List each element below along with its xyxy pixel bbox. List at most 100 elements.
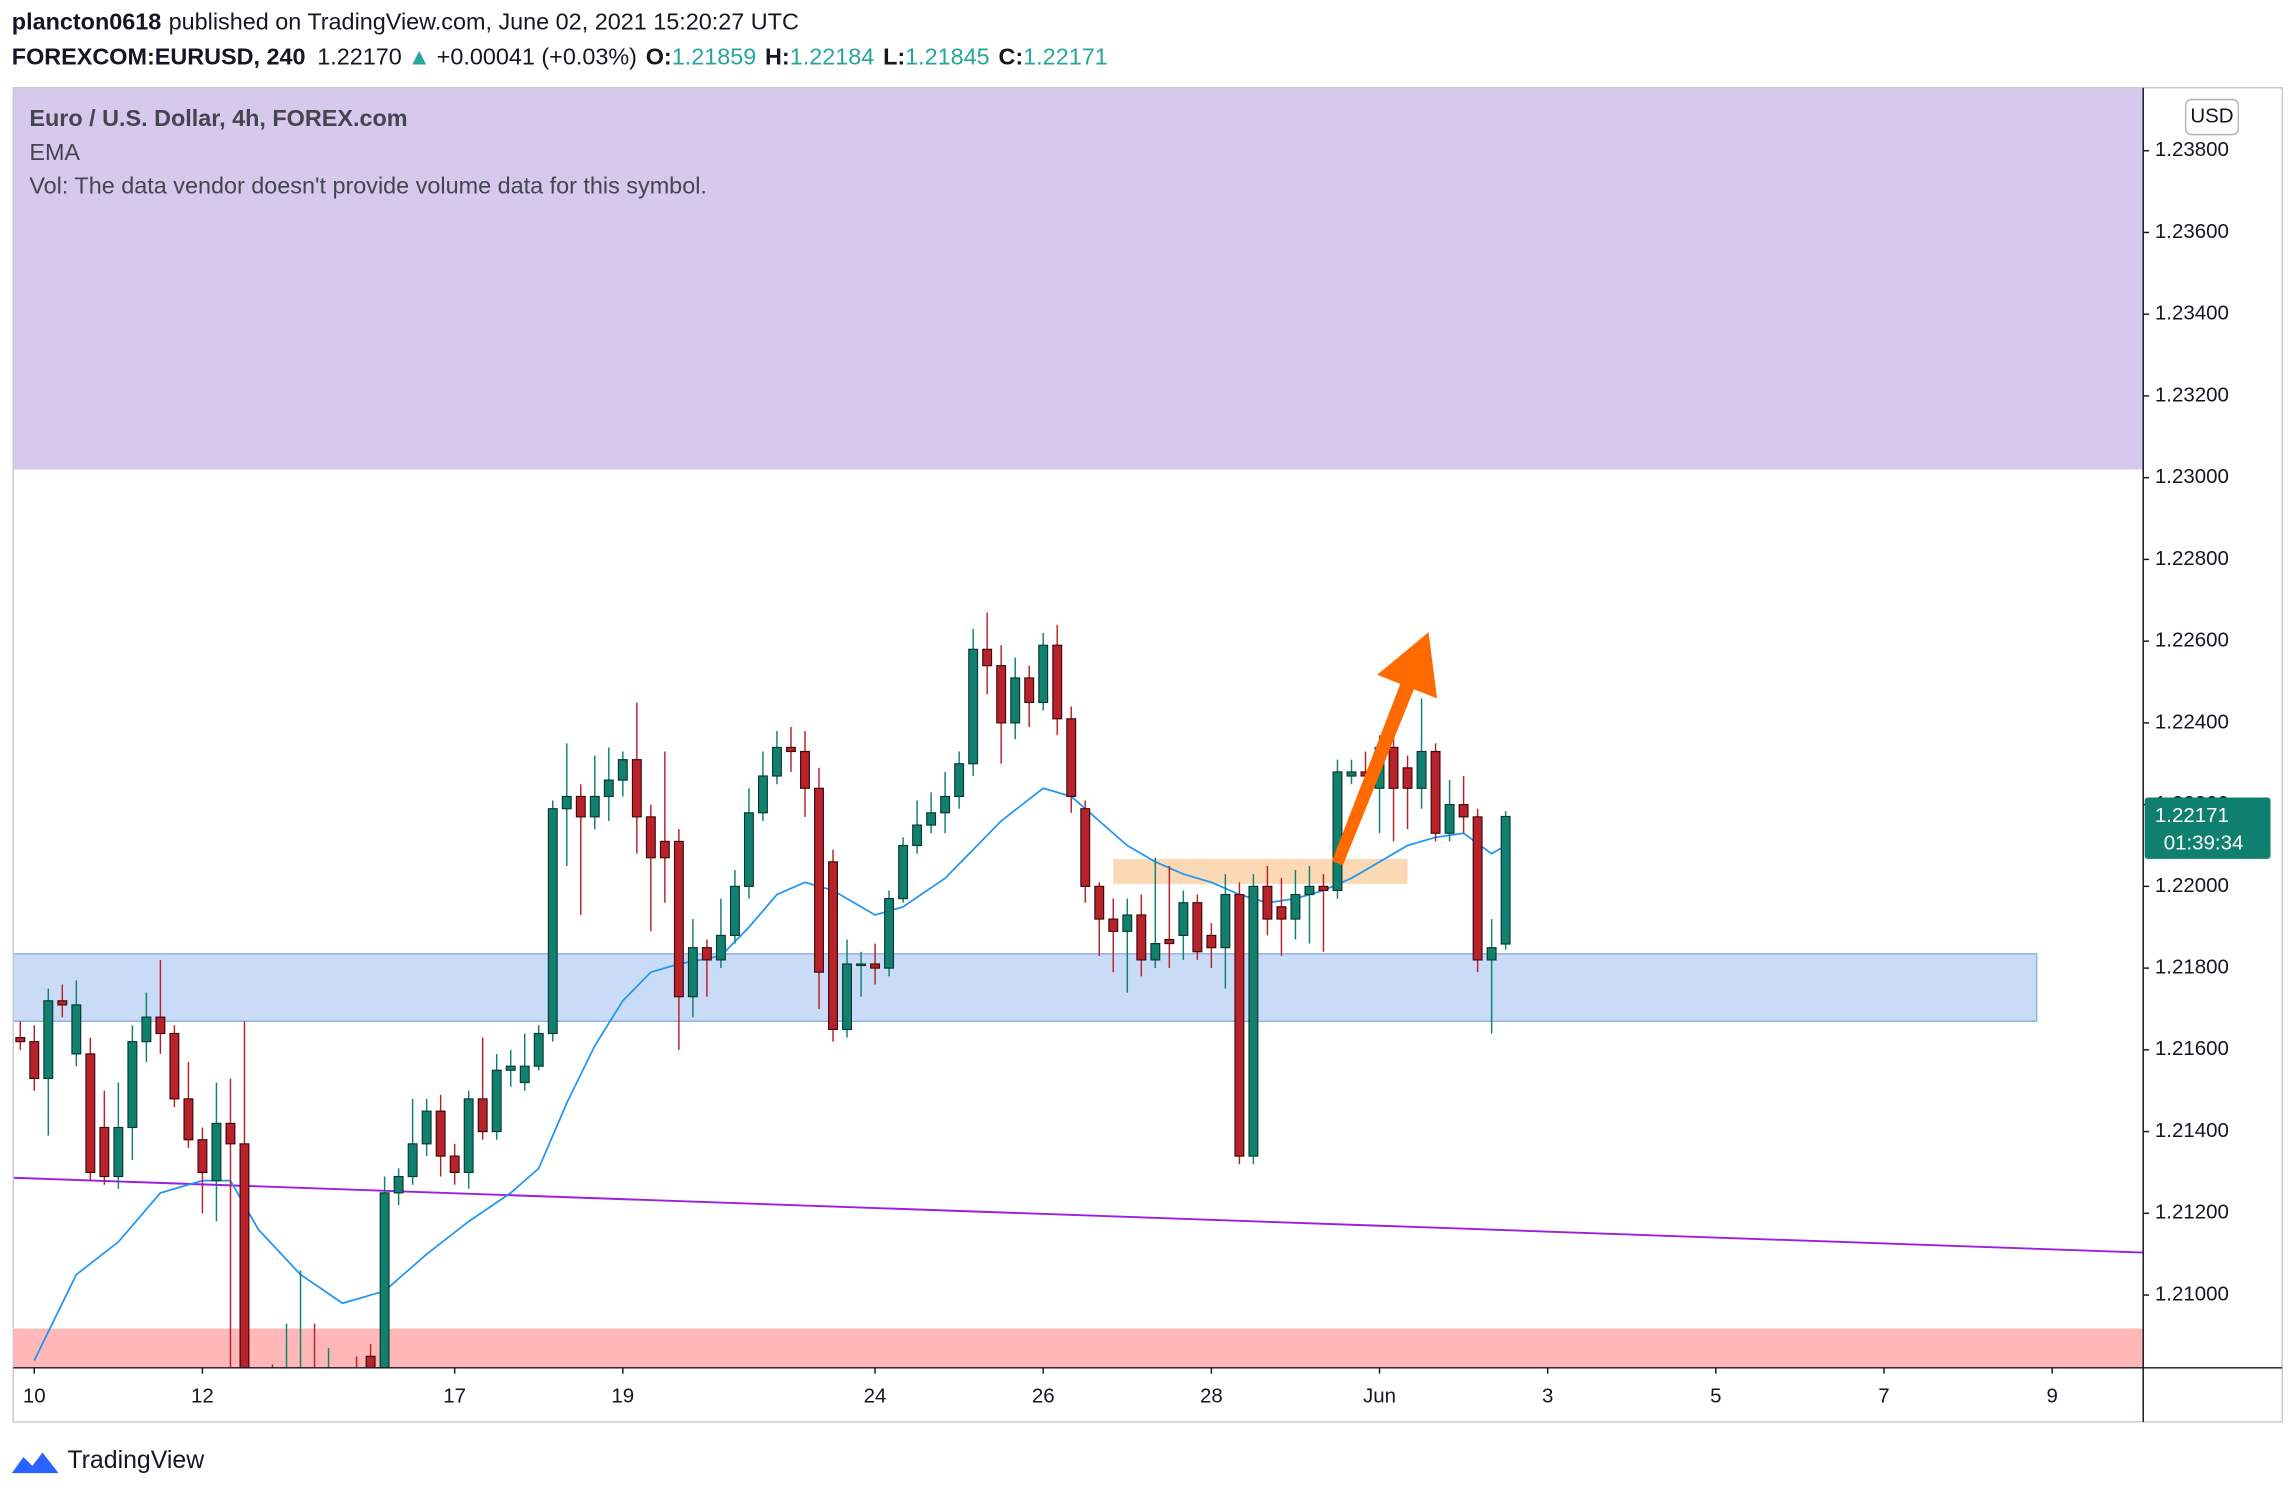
y-tick-label: 1.23400 [2155, 302, 2229, 325]
x-tick-label: 10 [23, 1384, 46, 1407]
change: +0.00041 (+0.03%) [437, 44, 637, 70]
frame [12, 87, 2283, 1423]
currency-button[interactable] [2184, 98, 2240, 136]
candle-body [155, 1016, 166, 1035]
logo-icon [11, 1452, 59, 1474]
candle-body [310, 1389, 319, 1405]
y-tick-label: 1.22000 [2155, 874, 2229, 897]
candle-body [575, 795, 586, 818]
countdown: 01:39:34 [2164, 832, 2244, 855]
candle-body [393, 1175, 404, 1194]
candle-body [996, 665, 1007, 724]
candle-body [757, 775, 768, 814]
candle-body [1416, 750, 1427, 789]
y-tick-label: 1.23600 [2155, 220, 2229, 243]
candle-body [113, 1126, 124, 1178]
candle-body [1122, 914, 1133, 932]
candle-body [1206, 934, 1217, 949]
candle-body [1108, 918, 1119, 932]
candle-body [1486, 947, 1497, 961]
candle-body [183, 1098, 194, 1141]
candle-body [1500, 815, 1511, 945]
x-tick-label: Jun [1363, 1384, 1396, 1407]
x-tick-label: 9 [2046, 1384, 2057, 1407]
y-tick-label: 1.22400 [2155, 710, 2229, 733]
candle-body [617, 759, 628, 781]
y-tick-label: 1.22600 [2155, 629, 2229, 652]
candle-body [1388, 746, 1399, 789]
y-tick-label: 1.23800 [2155, 138, 2229, 161]
y-tick-label: 1.21200 [2155, 1201, 2229, 1224]
ohlc-label: L: [883, 44, 905, 70]
candle-body [673, 840, 684, 998]
candle-body [239, 1143, 250, 1368]
legend-title: Euro / U.S. Dollar, 4h, FOREX.com [29, 105, 407, 131]
zone [13, 953, 2038, 1022]
candle-body [1248, 885, 1259, 1157]
candle-body [687, 947, 698, 998]
candle-body [898, 844, 909, 900]
logo [11, 1452, 59, 1474]
candle-body [729, 885, 740, 936]
plot-area [13, 87, 2144, 1413]
candle-body [141, 1016, 152, 1043]
ohlc-value: 1.21845 [905, 44, 990, 70]
x-tick-label: 19 [611, 1384, 634, 1407]
candle-body [1444, 804, 1455, 834]
candle-body [715, 934, 726, 961]
ohlc-label: H: [765, 44, 790, 70]
candle-body [407, 1143, 418, 1178]
candle-body [912, 824, 923, 847]
candle-body [771, 746, 782, 777]
x-tick-label: 28 [1200, 1384, 1223, 1407]
candle-body [491, 1069, 502, 1133]
candle-body [561, 795, 572, 810]
candle-body [870, 963, 881, 969]
candle-body [365, 1355, 376, 1368]
candle-body [379, 1192, 390, 1368]
header-line: plancton0618 published on TradingView.com… [12, 9, 799, 35]
ohlc-value: 1.21859 [672, 44, 757, 70]
candle-body [43, 1000, 54, 1080]
candle-body [1430, 750, 1441, 834]
candle-body [99, 1126, 110, 1178]
candle-body [324, 1393, 333, 1405]
y-tick-label: 1.21000 [2155, 1282, 2229, 1305]
x-tick-label: 5 [1710, 1384, 1721, 1407]
candle-body [477, 1098, 488, 1133]
candle-body [127, 1041, 138, 1129]
y-tick-label: 1.23000 [2155, 465, 2229, 488]
candle-body [352, 1401, 361, 1413]
ohlc-label: O: [646, 44, 672, 70]
candle-body [603, 779, 614, 798]
candle-body [547, 808, 558, 1035]
candle-body [982, 648, 993, 667]
published: published on TradingView.com, June 02, 2… [169, 9, 799, 35]
candle-body [1178, 902, 1189, 936]
candle-body [1458, 804, 1469, 818]
axes [12, 87, 2283, 1423]
currency[interactable]: USD [2190, 104, 2233, 127]
candle-body [814, 787, 824, 973]
candle-body [1262, 885, 1273, 920]
x-tick-label: 12 [191, 1384, 214, 1407]
candle-body [505, 1065, 516, 1071]
y-tick-label: 1.21400 [2155, 1119, 2229, 1142]
candle-body [421, 1110, 432, 1145]
candle-body [1164, 938, 1175, 945]
x-tick-label: 26 [1032, 1384, 1055, 1407]
candle-body [211, 1122, 222, 1182]
symbol-line: FOREXCOM:EURUSD, 240 1.22170 ▲ +0.00041 (+0… [12, 44, 1108, 70]
candle-body [1080, 808, 1091, 887]
y-tick-label: 1.21800 [2155, 956, 2229, 979]
candle-body [519, 1065, 530, 1084]
price-label: 1.22171 [2155, 804, 2229, 827]
candle-body [786, 746, 796, 753]
candle-body [1066, 718, 1077, 798]
last: 1.22170 [317, 44, 402, 70]
candle-body [1472, 816, 1483, 961]
candle-body [1038, 644, 1049, 704]
candle-body [197, 1139, 208, 1174]
